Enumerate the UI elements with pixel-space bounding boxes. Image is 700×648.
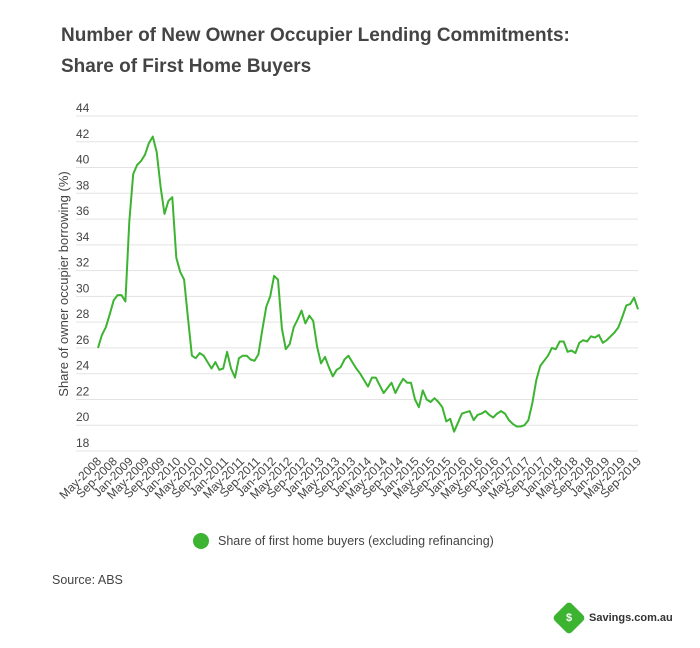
legend-label: Share of first home buyers (excluding re… <box>218 534 494 548</box>
y-tick-label: 38 <box>76 178 90 192</box>
line-chart: 18 20 22 24 26 28 30 32 34 36 38 40 42 44 May-2008Sep… <box>56 101 644 502</box>
y-tick-label: 18 <box>76 436 90 450</box>
chart-title: Number of New Owner Occupier Lending Com… <box>61 25 570 77</box>
y-tick-label: 40 <box>76 153 90 167</box>
y-axis-label: Share of owner occupier borrowing (%) <box>56 171 71 396</box>
y-axis-ticks: 18 20 22 24 26 28 30 32 34 36 38 40 42 44 <box>76 101 90 450</box>
y-tick-label: 28 <box>76 307 90 321</box>
brand-name: Savings.com.au <box>589 612 673 624</box>
legend: Share of first home buyers (excluding re… <box>193 532 494 550</box>
y-tick-label: 44 <box>76 101 90 115</box>
y-tick-label: 34 <box>76 230 90 244</box>
y-tick-label: 26 <box>76 333 90 347</box>
x-axis-ticks: May-2008Sep-2008Jan-2009May-2009Sep-2009… <box>56 454 644 502</box>
brand-logo: $ Savings.com.au <box>552 601 673 635</box>
y-tick-label: 24 <box>76 359 90 373</box>
y-tick-label: 22 <box>76 384 90 398</box>
y-tick-label: 42 <box>76 127 90 141</box>
savings-logo-icon: $ <box>552 601 586 635</box>
source-note: Source: ABS <box>52 573 123 587</box>
series-line-first-home-buyers <box>97 135 639 433</box>
y-tick-label: 32 <box>76 256 90 270</box>
legend-marker-icon <box>193 533 209 549</box>
grid-lines <box>76 115 638 452</box>
y-tick-label: 20 <box>76 410 90 424</box>
y-tick-label: 36 <box>76 204 90 218</box>
y-tick-label: 30 <box>76 281 90 295</box>
